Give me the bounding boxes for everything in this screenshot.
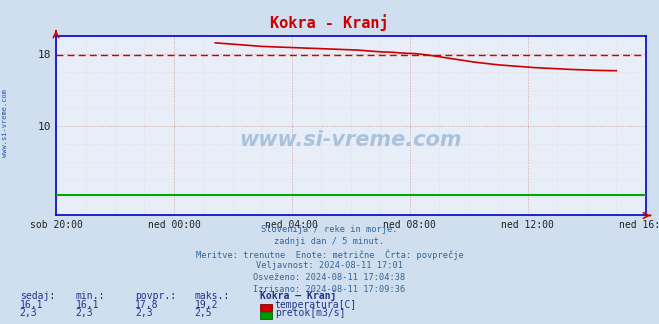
Text: sedaj:: sedaj: — [20, 291, 55, 301]
Text: Osveženo: 2024-08-11 17:04:38: Osveženo: 2024-08-11 17:04:38 — [253, 273, 406, 282]
Text: 16,1: 16,1 — [76, 300, 100, 310]
Text: min.:: min.: — [76, 291, 105, 301]
Text: 2,3: 2,3 — [135, 308, 153, 318]
Text: Kokra - Kranj: Kokra - Kranj — [270, 15, 389, 31]
Text: temperatura[C]: temperatura[C] — [275, 300, 357, 310]
Text: Slovenija / reke in morje.: Slovenija / reke in morje. — [261, 225, 398, 234]
Text: 2,5: 2,5 — [194, 308, 212, 318]
Text: 19,2: 19,2 — [194, 300, 218, 310]
Text: 2,3: 2,3 — [76, 308, 94, 318]
Text: zadnji dan / 5 minut.: zadnji dan / 5 minut. — [274, 237, 385, 246]
Text: Meritve: trenutne  Enote: metrične  Črta: povprečje: Meritve: trenutne Enote: metrične Črta: … — [196, 249, 463, 260]
Text: Veljavnost: 2024-08-11 17:01: Veljavnost: 2024-08-11 17:01 — [256, 261, 403, 270]
Text: www.si-vreme.com: www.si-vreme.com — [1, 89, 8, 157]
Text: maks.:: maks.: — [194, 291, 229, 301]
Text: 17,8: 17,8 — [135, 300, 159, 310]
Text: pretok[m3/s]: pretok[m3/s] — [275, 308, 345, 318]
Text: Kokra – Kranj: Kokra – Kranj — [260, 290, 337, 301]
Text: 16,1: 16,1 — [20, 300, 43, 310]
Text: povpr.:: povpr.: — [135, 291, 176, 301]
Text: 2,3: 2,3 — [20, 308, 38, 318]
Text: Izrisano: 2024-08-11 17:09:36: Izrisano: 2024-08-11 17:09:36 — [253, 285, 406, 294]
Text: www.si-vreme.com: www.si-vreme.com — [240, 130, 462, 150]
